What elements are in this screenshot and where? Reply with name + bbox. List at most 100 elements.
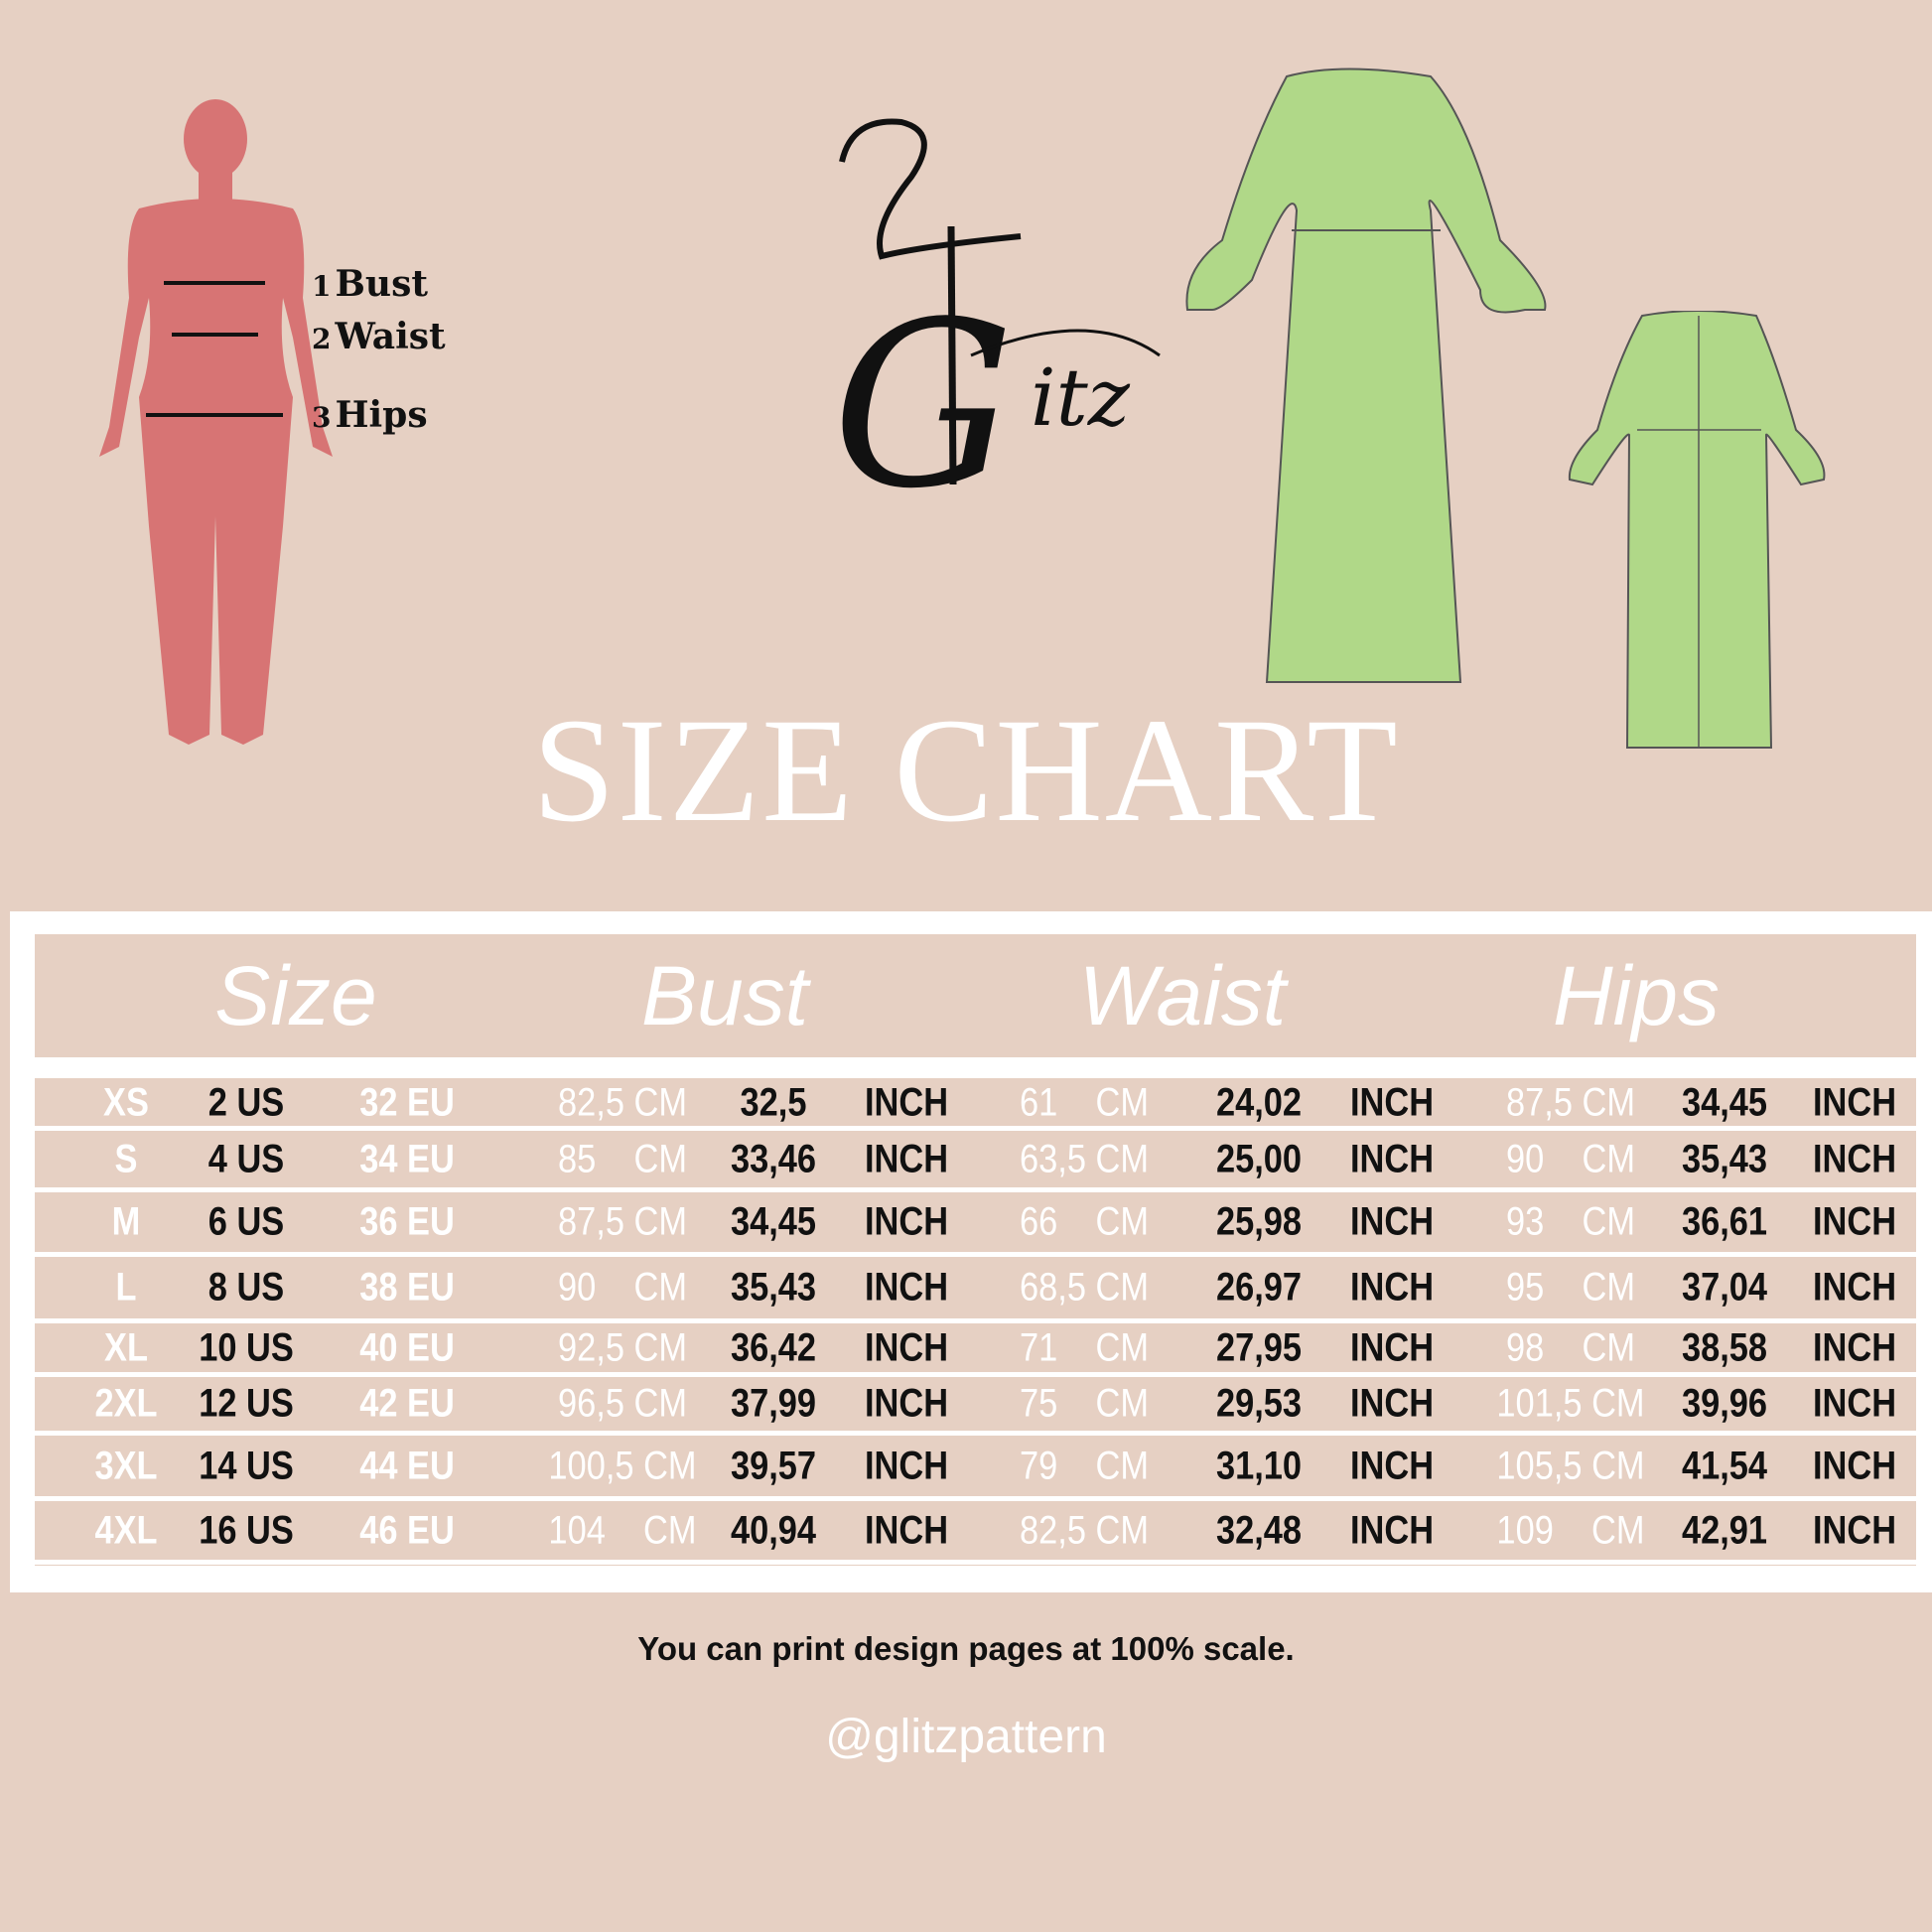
eu-size: 40 EU — [359, 1325, 455, 1369]
glitz-logo: G itz — [832, 118, 1161, 494]
us-size: 12 US — [199, 1381, 294, 1426]
waist-cm: 79 CM — [1020, 1444, 1149, 1487]
waist-cm: 82,5 CM — [1019, 1508, 1150, 1552]
waist-inch: 27,95 — [1215, 1325, 1303, 1369]
bust-unit: INCH — [864, 1265, 949, 1310]
svg-text:G: G — [832, 274, 1015, 494]
size-label: S — [114, 1137, 138, 1180]
waist-unit: INCH — [1349, 1508, 1435, 1552]
body-silhouette-icon — [99, 99, 333, 745]
bust-cm: 100,5 CM — [548, 1444, 697, 1487]
bust-inch: 34,45 — [730, 1199, 817, 1244]
header-bust: Bust — [640, 949, 809, 1042]
waist-cm: 71 CM — [1020, 1325, 1149, 1369]
label-bust-text: Bust — [335, 263, 428, 305]
label-waist: 2 Waist — [312, 316, 446, 357]
header-size: Size — [214, 949, 377, 1042]
hips-unit: INCH — [1812, 1080, 1897, 1124]
waist-unit: INCH — [1349, 1325, 1435, 1369]
waist-unit: INCH — [1349, 1381, 1435, 1426]
label-hips: 3 Hips — [312, 394, 428, 436]
hips-unit: INCH — [1812, 1444, 1897, 1487]
waist-cm: 61 CM — [1020, 1080, 1149, 1124]
hips-unit: INCH — [1812, 1137, 1897, 1180]
label-hips-number: 3 — [312, 401, 332, 434]
table-row: 4XL 16 US 46 EU 104 CM 40,94 INCH 82,5 CM 32,48… — [35, 1501, 1916, 1565]
hips-unit: INCH — [1812, 1508, 1897, 1552]
table-row: M 6 US 36 EU 87,5 CM 34,45 INCH 66 CM 25,98 INCH… — [35, 1192, 1916, 1257]
table-row: S 4 US 34 EU 85 CM 33,46 INCH 63,5 CM 25,00 INCH… — [35, 1131, 1916, 1192]
hips-cm: 93 CM — [1506, 1199, 1635, 1244]
bust-inch: 37,99 — [730, 1381, 817, 1426]
bust-cm: 90 CM — [558, 1265, 687, 1310]
size-label: XL — [104, 1325, 148, 1369]
size-label: L — [115, 1265, 137, 1310]
bust-inch: 35,43 — [730, 1265, 817, 1310]
bust-unit: INCH — [864, 1381, 949, 1426]
us-size: 10 US — [199, 1325, 294, 1369]
bust-unit: INCH — [864, 1137, 949, 1180]
print-note: You can print design pages at 100% scale… — [637, 1630, 1295, 1667]
header-divider — [35, 1057, 1916, 1078]
table-row: XS 2 US 32 EU 82,5 CM 32,5 INCH 61 CM 24,02 INCH… — [35, 1079, 1916, 1131]
hips-cm: 90 CM — [1506, 1137, 1635, 1180]
eu-size: 34 EU — [359, 1137, 455, 1180]
eu-size: 38 EU — [359, 1265, 455, 1310]
hips-inch: 37,04 — [1681, 1265, 1768, 1310]
waist-cm: 63,5 CM — [1019, 1137, 1150, 1180]
waist-cm: 75 CM — [1020, 1381, 1149, 1426]
size-label: XS — [103, 1080, 149, 1124]
label-waist-text: Waist — [335, 316, 446, 357]
hips-cm: 101,5 CM — [1496, 1381, 1645, 1426]
waist-inch: 24,02 — [1215, 1080, 1303, 1124]
waist-cm: 66 CM — [1020, 1199, 1149, 1244]
hips-cm: 98 CM — [1506, 1325, 1635, 1369]
waist-unit: INCH — [1349, 1265, 1435, 1310]
dress-back-illustration — [1568, 311, 1826, 749]
hips-unit: INCH — [1812, 1265, 1897, 1310]
waist-inch: 32,48 — [1215, 1508, 1303, 1552]
waist-cm: 68,5 CM — [1019, 1265, 1150, 1310]
bust-cm: 92,5 CM — [557, 1325, 688, 1369]
size-label: M — [111, 1199, 141, 1244]
hips-cm: 109 CM — [1496, 1508, 1645, 1552]
eu-size: 42 EU — [359, 1381, 455, 1426]
svg-text:itz: itz — [1031, 351, 1131, 444]
hips-unit: INCH — [1812, 1325, 1897, 1369]
social-handle[interactable]: @glitzpattern — [825, 1711, 1107, 1763]
table-row: XL 10 US 40 EU 92,5 CM 36,42 INCH 71 CM 27,95 IN… — [35, 1323, 1916, 1377]
us-size: 2 US — [207, 1080, 285, 1124]
table-row: 2XL 12 US 42 EU 96,5 CM 37,99 INCH 75 CM 29,53 I… — [35, 1377, 1916, 1436]
label-waist-number: 2 — [312, 323, 332, 355]
hips-cm: 105,5 CM — [1496, 1444, 1645, 1487]
bust-unit: INCH — [864, 1199, 949, 1244]
hips-inch: 34,45 — [1681, 1080, 1768, 1124]
us-size: 6 US — [207, 1199, 285, 1244]
us-size: 16 US — [199, 1508, 294, 1552]
table-row: L 8 US 38 EU 90 CM 35,43 INCH 68,5 CM 26,97 INCH… — [35, 1257, 1916, 1323]
eu-size: 36 EU — [359, 1199, 455, 1244]
eu-size: 44 EU — [359, 1444, 455, 1487]
label-bust: 1 Bust — [312, 263, 428, 305]
waist-inch: 26,97 — [1215, 1265, 1303, 1310]
hips-unit: INCH — [1812, 1381, 1897, 1426]
hips-inch: 38,58 — [1681, 1325, 1768, 1369]
bust-unit: INCH — [864, 1325, 949, 1369]
waist-inch: 29,53 — [1215, 1381, 1303, 1426]
hips-inch: 36,61 — [1681, 1199, 1768, 1244]
header-hips: Hips — [1552, 949, 1721, 1042]
eu-size: 46 EU — [359, 1508, 455, 1552]
bust-cm: 104 CM — [548, 1508, 697, 1552]
bust-inch: 33,46 — [730, 1137, 817, 1180]
table-row: 3XL 14 US 44 EU 100,5 CM 39,57 INCH 79 CM 31,10… — [35, 1436, 1916, 1501]
size-label: 4XL — [94, 1508, 158, 1552]
bust-inch: 32,5 — [740, 1080, 807, 1124]
bust-unit: INCH — [864, 1444, 949, 1487]
waist-inch: 25,98 — [1215, 1199, 1303, 1244]
label-hips-text: Hips — [335, 394, 428, 436]
waist-inch: 25,00 — [1215, 1137, 1303, 1180]
hips-inch: 39,96 — [1681, 1381, 1768, 1426]
waist-unit: INCH — [1349, 1080, 1435, 1124]
us-size: 14 US — [199, 1444, 294, 1487]
bust-cm: 85 CM — [558, 1137, 687, 1180]
